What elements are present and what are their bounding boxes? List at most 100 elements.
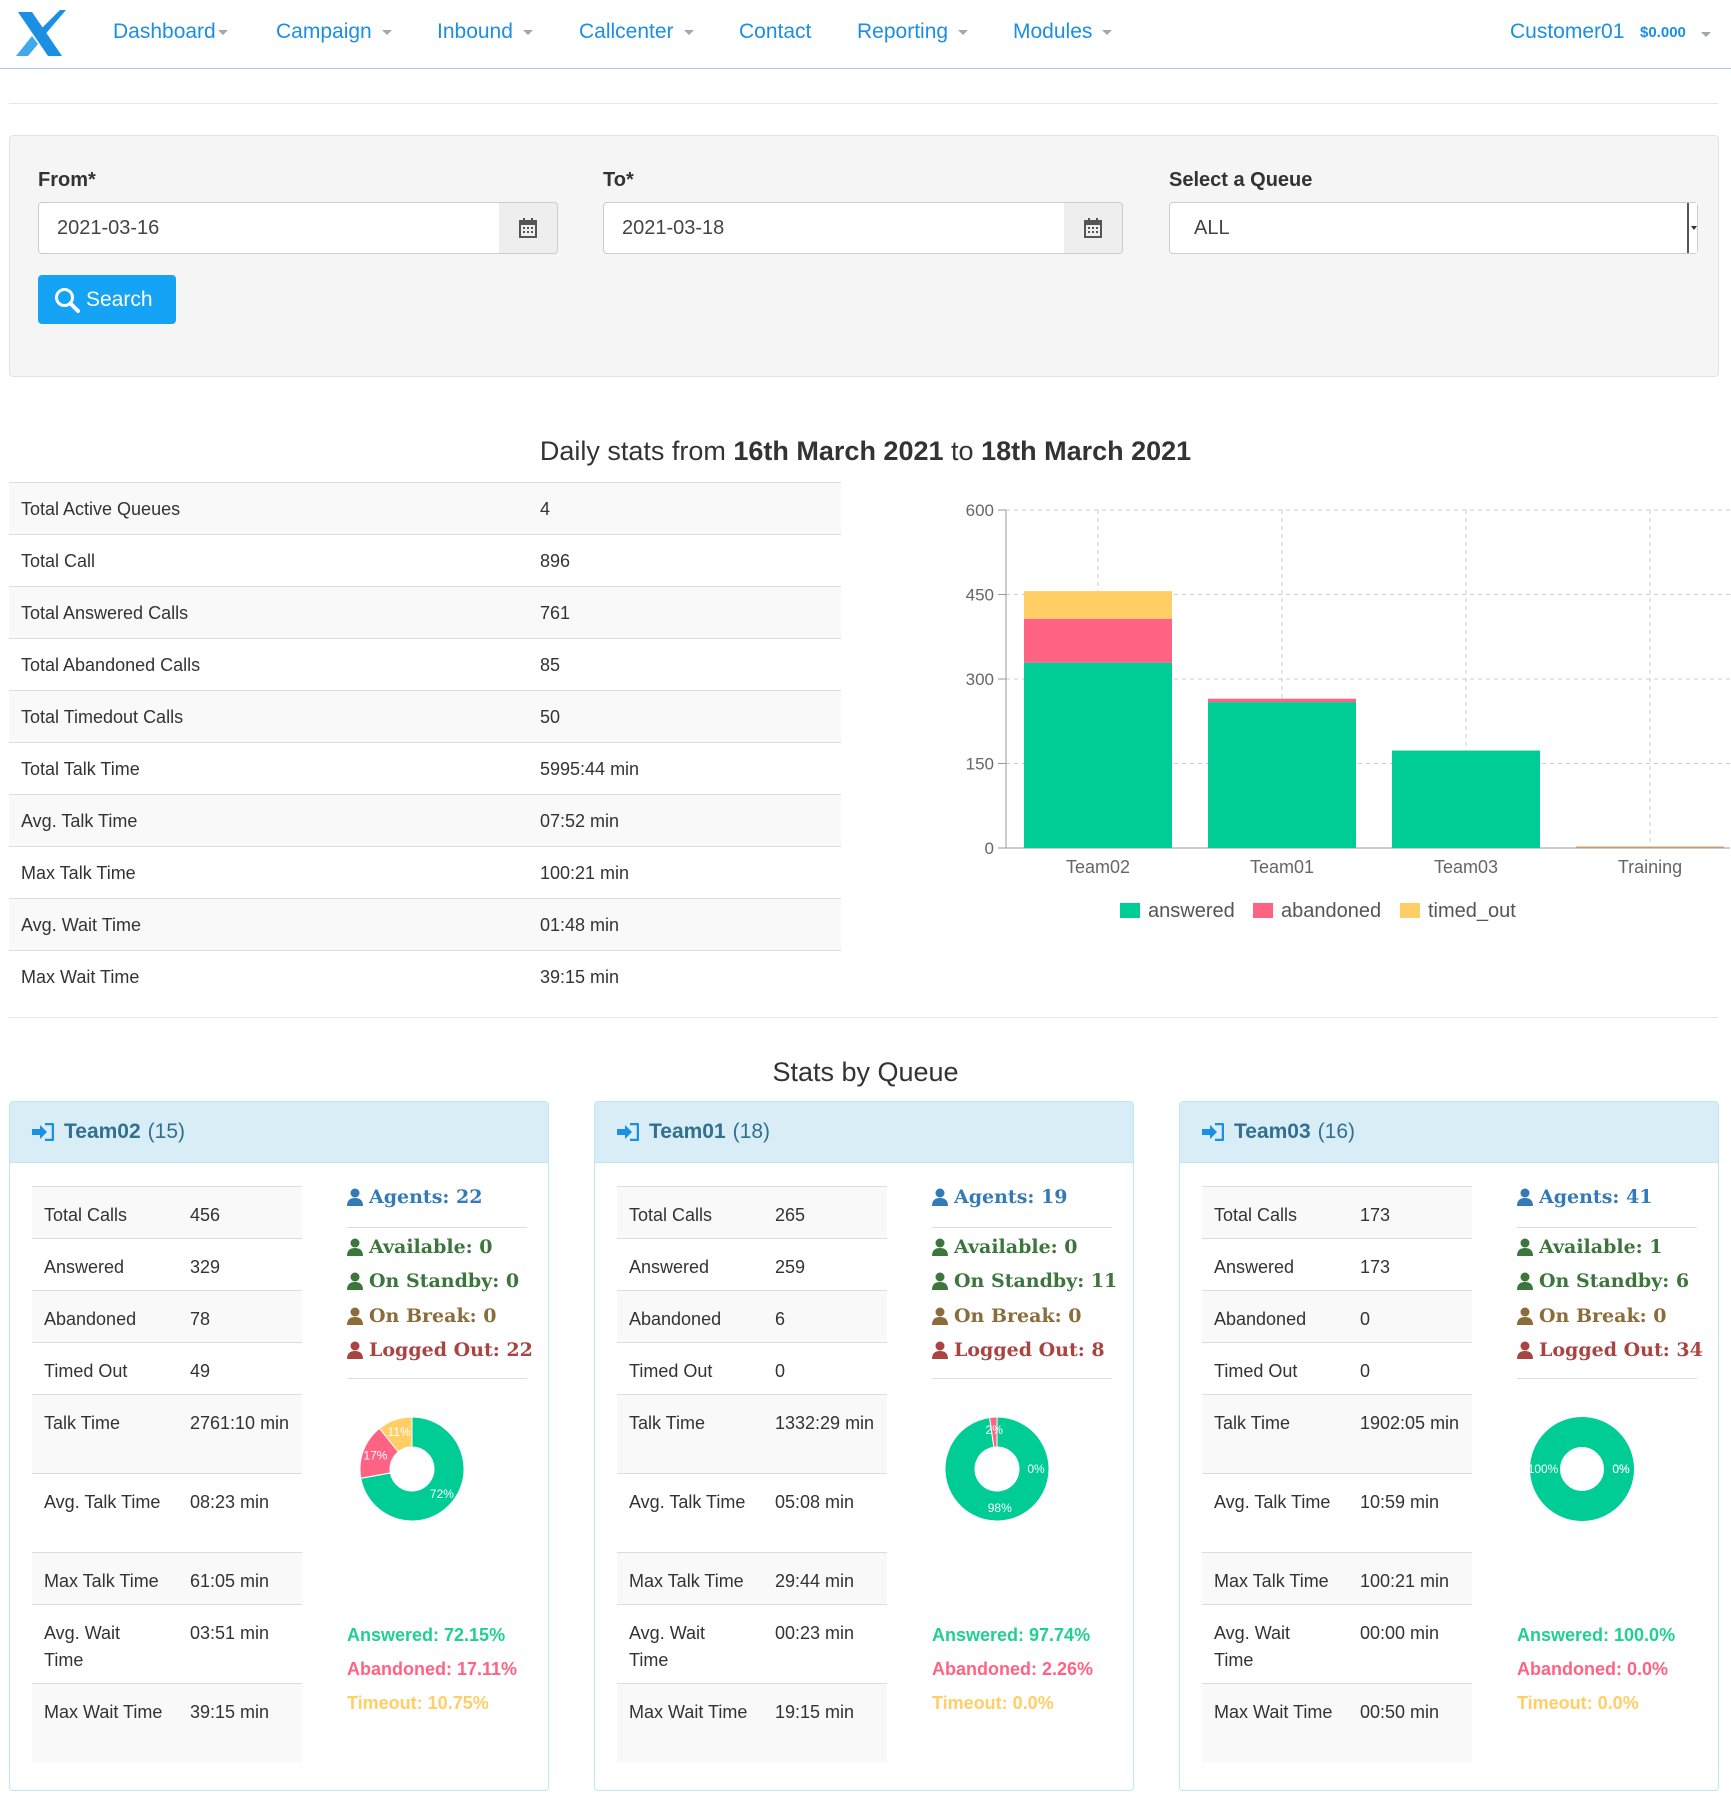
agents-total-label: Agents: 19 xyxy=(954,1186,1068,1208)
nav-user-menu[interactable]: Customer01 xyxy=(1510,20,1625,43)
calendar-icon xyxy=(519,218,537,238)
table-row: Timed Out 49 xyxy=(32,1342,302,1394)
to-calendar-button[interactable] xyxy=(1064,202,1123,254)
table-row: Talk Time 2761:10 min xyxy=(32,1394,302,1473)
y-tick-label: 300 xyxy=(966,670,994,689)
from-date-input[interactable]: 2021-03-16 xyxy=(38,202,500,254)
agents-standby-label: On Standby: 0 xyxy=(369,1270,520,1292)
from-calendar-button[interactable] xyxy=(499,202,558,254)
table-row: Total Calls 265 xyxy=(617,1186,887,1238)
timeout-percent: Timeout: 0.0% xyxy=(1517,1693,1639,1713)
bar-answered-team01 xyxy=(1208,702,1356,848)
search-button[interactable]: Search xyxy=(38,275,176,324)
table-row: Max Talk Time 100:21 min xyxy=(1202,1552,1472,1604)
timeout-percent: Timeout: 10.75% xyxy=(347,1693,489,1713)
user-icon xyxy=(347,1238,363,1256)
nav-callcenter[interactable]: Callcenter xyxy=(579,20,694,44)
donut-slice-label: 17% xyxy=(363,1448,387,1462)
row-label: Avg. Wait Time xyxy=(1214,1623,1291,1670)
queue-panel-team02: Team02 (15) Total Calls 456 Answered 329… xyxy=(9,1101,549,1791)
daily-stats-title: Daily stats from 16th March 2021 to 18th… xyxy=(0,436,1731,467)
row-label: Talk Time xyxy=(44,1413,121,1433)
legend-swatch-abandoned xyxy=(1253,903,1273,918)
title-date-to: 18th March 2021 xyxy=(981,436,1192,466)
daily-stats-table: Total Active Queues 4 Total Call 896 Total… xyxy=(9,482,841,1002)
title-prefix: Daily stats from xyxy=(539,436,726,466)
row-value: 39:15 min xyxy=(540,967,620,987)
x-tick-label: Team02 xyxy=(1066,857,1130,877)
row-value: 0 xyxy=(1360,1309,1371,1329)
nav-campaign[interactable]: Campaign xyxy=(276,20,392,44)
user-icon xyxy=(347,1272,363,1290)
row-value: 259 xyxy=(775,1257,806,1277)
table-row: Avg. Talk Time 05:08 min xyxy=(617,1473,887,1552)
queue-panel-header[interactable]: Team02 (15) xyxy=(10,1102,548,1163)
table-row: Avg. Talk Time 07:52 min xyxy=(9,794,841,846)
user-icon xyxy=(347,1188,363,1206)
queue-panel-header[interactable]: Team03 (16) xyxy=(1180,1102,1718,1163)
caret-down-icon[interactable] xyxy=(1701,32,1711,37)
row-label: Timed Out xyxy=(1214,1361,1298,1381)
row-label: Max Talk Time xyxy=(44,1571,159,1591)
queue-name: Team03 xyxy=(1234,1120,1311,1143)
row-value: 100:21 min xyxy=(540,863,630,883)
table-row: Max Wait Time 19:15 min xyxy=(617,1683,887,1762)
nav-contact[interactable]: Contact xyxy=(739,20,812,43)
donut-slice-label: 11% xyxy=(388,1425,411,1439)
row-label: Abandoned xyxy=(44,1309,137,1329)
row-label: Total Timedout Calls xyxy=(21,707,184,727)
agents-break: On Break: 0 xyxy=(932,1305,1081,1327)
row-value: 00:50 min xyxy=(1360,1702,1440,1722)
row-label: Max Talk Time xyxy=(629,1571,744,1591)
row-label: Timed Out xyxy=(629,1361,713,1381)
brand-logo[interactable] xyxy=(12,6,68,62)
row-value: 0 xyxy=(775,1361,786,1381)
user-icon xyxy=(1517,1188,1533,1206)
nav-modules[interactable]: Modules xyxy=(1013,20,1113,44)
row-value: 10:59 min xyxy=(1360,1492,1440,1512)
table-row: Answered 259 xyxy=(617,1238,887,1290)
row-value: 6 xyxy=(775,1309,786,1329)
y-tick-label: 450 xyxy=(966,586,994,605)
queue-count: (16) xyxy=(1317,1120,1356,1143)
from-date-group: 2021-03-16 xyxy=(38,202,558,254)
abandoned-percent: Abandoned: 17.11% xyxy=(347,1659,518,1679)
bar-abandoned-team02 xyxy=(1024,618,1172,663)
divider xyxy=(932,1227,1112,1228)
agents-logged-out-label: Logged Out: 34 xyxy=(1539,1339,1703,1361)
nav-dashboard[interactable]: Dashboard xyxy=(113,20,228,44)
agents-total: Agents: 19 xyxy=(932,1186,1067,1208)
nav-reporting[interactable]: Reporting xyxy=(857,20,969,44)
table-row: Abandoned 6 xyxy=(617,1290,887,1342)
queue-select[interactable]: ALL xyxy=(1169,202,1698,254)
row-label: Max Wait Time xyxy=(44,1702,163,1722)
row-value: 78 xyxy=(190,1309,211,1329)
agents-logged-out: Logged Out: 8 xyxy=(932,1339,1105,1361)
agents-total-label: Agents: 41 xyxy=(1539,1186,1653,1208)
agents-standby: On Standby: 11 xyxy=(932,1270,1117,1292)
to-date-group: 2021-03-18 xyxy=(603,202,1123,254)
queue-panel-header[interactable]: Team01 (18) xyxy=(595,1102,1133,1163)
row-value: 2761:10 min xyxy=(190,1413,290,1433)
agents-available: Available: 0 xyxy=(347,1236,493,1258)
agents-standby-label: On Standby: 11 xyxy=(954,1270,1118,1292)
calendar-icon xyxy=(1084,218,1102,238)
from-label: From* xyxy=(38,169,96,191)
row-label: Total Answered Calls xyxy=(21,603,189,623)
row-label: Answered xyxy=(44,1257,125,1277)
row-label: Max Talk Time xyxy=(1214,1571,1329,1591)
agents-available-label: Available: 0 xyxy=(369,1236,493,1258)
donut-slice xyxy=(360,1416,465,1522)
user-icon xyxy=(1517,1272,1533,1290)
to-date-input[interactable]: 2021-03-18 xyxy=(603,202,1065,254)
call-outcome-donut: 98% 2% 0% xyxy=(944,1416,1050,1522)
row-label: Max Wait Time xyxy=(1214,1702,1333,1722)
agents-standby: On Standby: 0 xyxy=(347,1270,519,1292)
donut-slice xyxy=(378,1416,413,1453)
row-label: Total Active Queues xyxy=(21,499,181,519)
donut-slice-label: 100% xyxy=(1529,1462,1559,1476)
nav-inbound[interactable]: Inbound xyxy=(437,20,533,44)
y-tick-label: 150 xyxy=(966,755,994,774)
agents-total-label: Agents: 22 xyxy=(369,1186,483,1208)
agents-available: Available: 1 xyxy=(1517,1236,1663,1258)
